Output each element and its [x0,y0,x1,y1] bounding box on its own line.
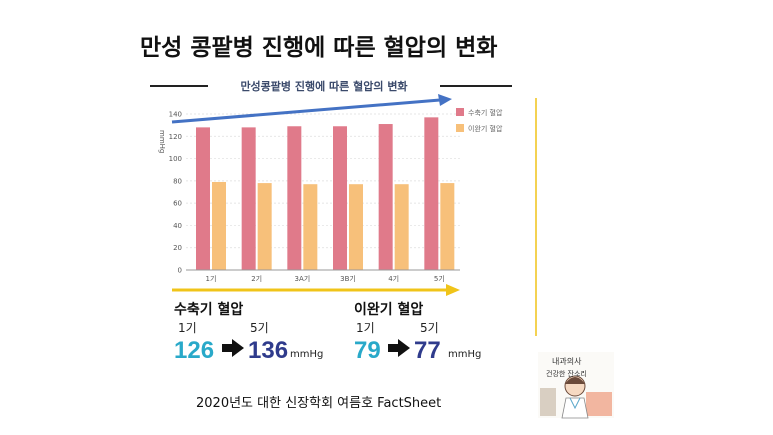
y-tick-label: 0 [178,267,182,275]
summary-diastolic-unit: mmHg [448,349,481,360]
bar-systolic [196,127,210,270]
y-tick-label: 60 [173,200,182,208]
x-tick-label: 5기 [434,274,445,283]
summary-diastolic-from-label: 1기 [356,321,375,335]
bar-systolic [424,117,439,270]
summary-diastolic-title: 이완기 혈압 [354,301,423,318]
bar-systolic [287,126,302,270]
x-tick-label: 4기 [388,274,399,283]
legend-swatch-systolic [456,108,464,116]
bar-systolic [378,124,393,271]
bar-systolic [333,126,347,270]
summary-diastolic-to-value: 77 [414,337,441,364]
source-caption: 2020년도 대한 신장학회 여름호 FactSheet [196,396,442,411]
chart-title: 만성콩팥병 진행에 따른 혈압의 변화 [240,79,407,93]
bars [196,117,455,271]
x-tick-label: 1기 [206,274,217,283]
trend-arrow-head [438,94,452,106]
summary-systolic-arrow [222,339,244,357]
gridlines [186,113,460,249]
page-title: 만성 콩팥병 진행에 따른 혈압의 변화 [140,35,498,61]
summary-systolic-to-label: 5기 [250,321,269,335]
summary-systolic-title: 수축기 혈압 [174,301,243,318]
bar-systolic [241,127,256,270]
legend-label-diastolic: 이완기 혈압 [468,124,503,133]
illustration-caption-line1: 내과의사 [552,356,582,366]
summary-diastolic-from-value: 79 [354,337,381,364]
x-tick-label: 3A기 [294,274,310,283]
y-tick-label: 140 [169,111,182,119]
bar-diastolic [212,181,226,270]
x-tick-label: 2기 [251,274,262,283]
illustration-caption-line2: 건강한 잔소리 [546,369,587,378]
summary-systolic-unit: mmHg [290,349,323,360]
y-tick-label: 80 [173,177,182,185]
y-tick-label: 100 [169,155,182,163]
bar-diastolic [394,184,409,270]
bar-diastolic [257,183,272,270]
y-ticks: 0 20 40 60 80 100 120 140 [169,111,182,275]
summary-systolic-from-label: 1기 [178,321,197,335]
bar-diastolic [440,183,455,270]
trend-arrow [171,98,441,124]
x-tick-label: 3B기 [340,274,356,283]
legend-label-systolic: 수축기 혈압 [468,108,503,117]
y-tick-label: 120 [169,133,182,141]
summary-systolic-from-value: 126 [174,337,214,364]
bar-diastolic [349,184,363,270]
y-tick-label: 20 [173,244,182,252]
summary-diastolic-to-label: 5기 [420,321,439,335]
summary-diastolic-arrow [388,339,410,357]
legend-swatch-diastolic [456,124,464,132]
doctor-illustration: 내과의사 건강한 잔소리 [538,352,614,419]
x-ticks: 1기 2기 3A기 3B기 4기 5기 [206,274,445,283]
bar-diastolic [303,184,318,270]
summary-systolic-to-value: 136 [248,337,288,364]
progression-arrow-head [446,284,460,296]
y-tick-label: 40 [173,222,182,230]
y-axis-label: mmHg [158,130,166,153]
